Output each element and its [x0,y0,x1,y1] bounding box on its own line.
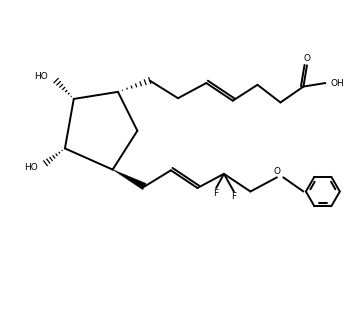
Text: O: O [303,54,310,63]
Text: OH: OH [331,79,345,87]
Text: O: O [273,167,281,176]
Text: HO: HO [24,163,37,172]
Text: HO: HO [35,72,48,81]
Text: F: F [214,189,219,198]
Text: F: F [231,192,236,201]
Polygon shape [112,169,146,190]
